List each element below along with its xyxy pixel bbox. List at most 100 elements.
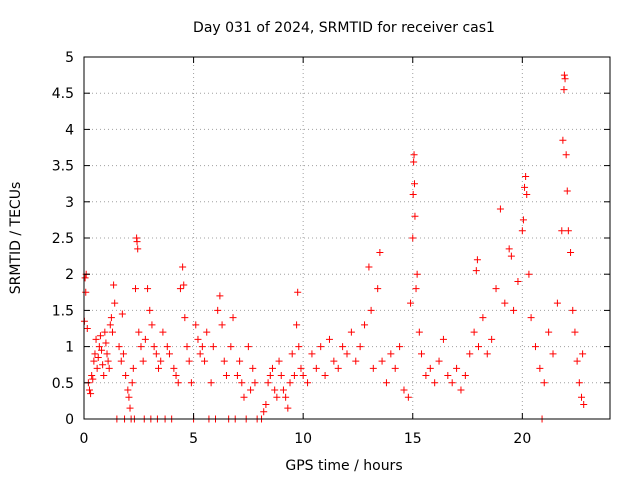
data-point: [141, 335, 149, 343]
data-point: [218, 321, 226, 329]
data-point: [129, 364, 137, 372]
data-point: [146, 306, 154, 314]
data-point: [325, 335, 333, 343]
data-point: [91, 350, 99, 358]
data-point: [244, 343, 252, 351]
data-point: [229, 314, 237, 322]
axis-ticks: [83, 56, 610, 420]
data-point: [284, 404, 292, 412]
data-point: [356, 343, 364, 351]
data-point: [473, 256, 481, 264]
data-point: [126, 404, 134, 412]
data-point: [148, 321, 156, 329]
data-point: [260, 408, 268, 416]
y-tick-label: 0: [65, 412, 74, 428]
data-point: [483, 350, 491, 358]
data-point: [105, 364, 113, 372]
data-point: [132, 285, 140, 293]
data-point: [531, 343, 539, 351]
data-point: [94, 353, 102, 361]
data-point: [93, 364, 101, 372]
data-point: [137, 343, 145, 351]
data-point: [580, 401, 588, 409]
data-point: [150, 343, 158, 351]
data-point: [165, 350, 173, 358]
data-point: [185, 357, 193, 365]
data-point: [264, 379, 272, 387]
data-point: [560, 71, 568, 79]
y-tick-label: 2: [65, 267, 74, 283]
y-tick-label: 4: [65, 122, 74, 138]
data-point: [369, 364, 377, 372]
data-point: [95, 343, 103, 351]
data-point: [238, 379, 246, 387]
data-point: [90, 357, 98, 365]
data-point: [122, 372, 130, 380]
data-point: [564, 227, 572, 235]
data-point: [183, 343, 191, 351]
data-point: [457, 386, 465, 394]
data-point: [144, 285, 152, 293]
data-point: [133, 238, 141, 246]
data-point: [275, 357, 283, 365]
data-point: [475, 343, 482, 351]
data-point: [103, 350, 111, 358]
data-point: [266, 372, 274, 380]
data-point: [96, 332, 104, 340]
data-point: [518, 227, 526, 235]
data-point: [227, 343, 235, 351]
data-point: [523, 191, 531, 199]
data-point: [410, 158, 418, 166]
data-points: [80, 71, 588, 423]
data-point: [262, 401, 270, 409]
data-point: [426, 364, 434, 372]
data-point: [106, 321, 114, 329]
data-point: [575, 379, 583, 387]
data-point: [367, 306, 375, 314]
data-point: [376, 248, 384, 256]
data-point: [400, 386, 408, 394]
data-point: [415, 328, 423, 336]
data-point: [118, 310, 126, 318]
data-point: [99, 361, 107, 369]
data-point: [339, 343, 347, 351]
data-point: [180, 281, 188, 289]
data-point: [411, 180, 419, 188]
data-point: [192, 321, 200, 329]
data-point: [496, 205, 504, 213]
data-point: [82, 288, 90, 296]
data-point: [404, 393, 412, 401]
data-point: [135, 328, 143, 336]
y-axis-label: SRMTID / TECUs: [8, 182, 24, 295]
data-point: [89, 375, 97, 383]
data-point: [527, 314, 535, 322]
data-point: [453, 364, 461, 372]
data-point: [152, 350, 160, 358]
data-point: [387, 350, 395, 358]
data-point: [134, 245, 142, 253]
data-point: [247, 386, 255, 394]
data-point: [100, 372, 108, 380]
data-point: [409, 191, 417, 199]
chart-title: Day 031 of 2024, SRMTID for receiver cas…: [193, 20, 495, 36]
data-point: [321, 372, 329, 380]
data-point: [297, 364, 305, 372]
data-point: [92, 335, 100, 343]
data-point: [569, 306, 577, 314]
data-point: [448, 379, 456, 387]
data-point: [378, 357, 386, 365]
data-point: [119, 350, 127, 358]
data-point: [347, 328, 355, 336]
y-tick-label: 1.5: [52, 303, 74, 319]
data-point: [444, 372, 452, 380]
data-point: [312, 364, 320, 372]
data-point: [196, 350, 204, 358]
data-point: [418, 350, 426, 358]
data-point: [222, 372, 230, 380]
data-point: [110, 281, 118, 289]
data-point: [249, 364, 257, 372]
data-point: [163, 343, 171, 351]
data-point: [578, 393, 586, 401]
data-point: [128, 379, 136, 387]
data-point: [159, 328, 167, 336]
